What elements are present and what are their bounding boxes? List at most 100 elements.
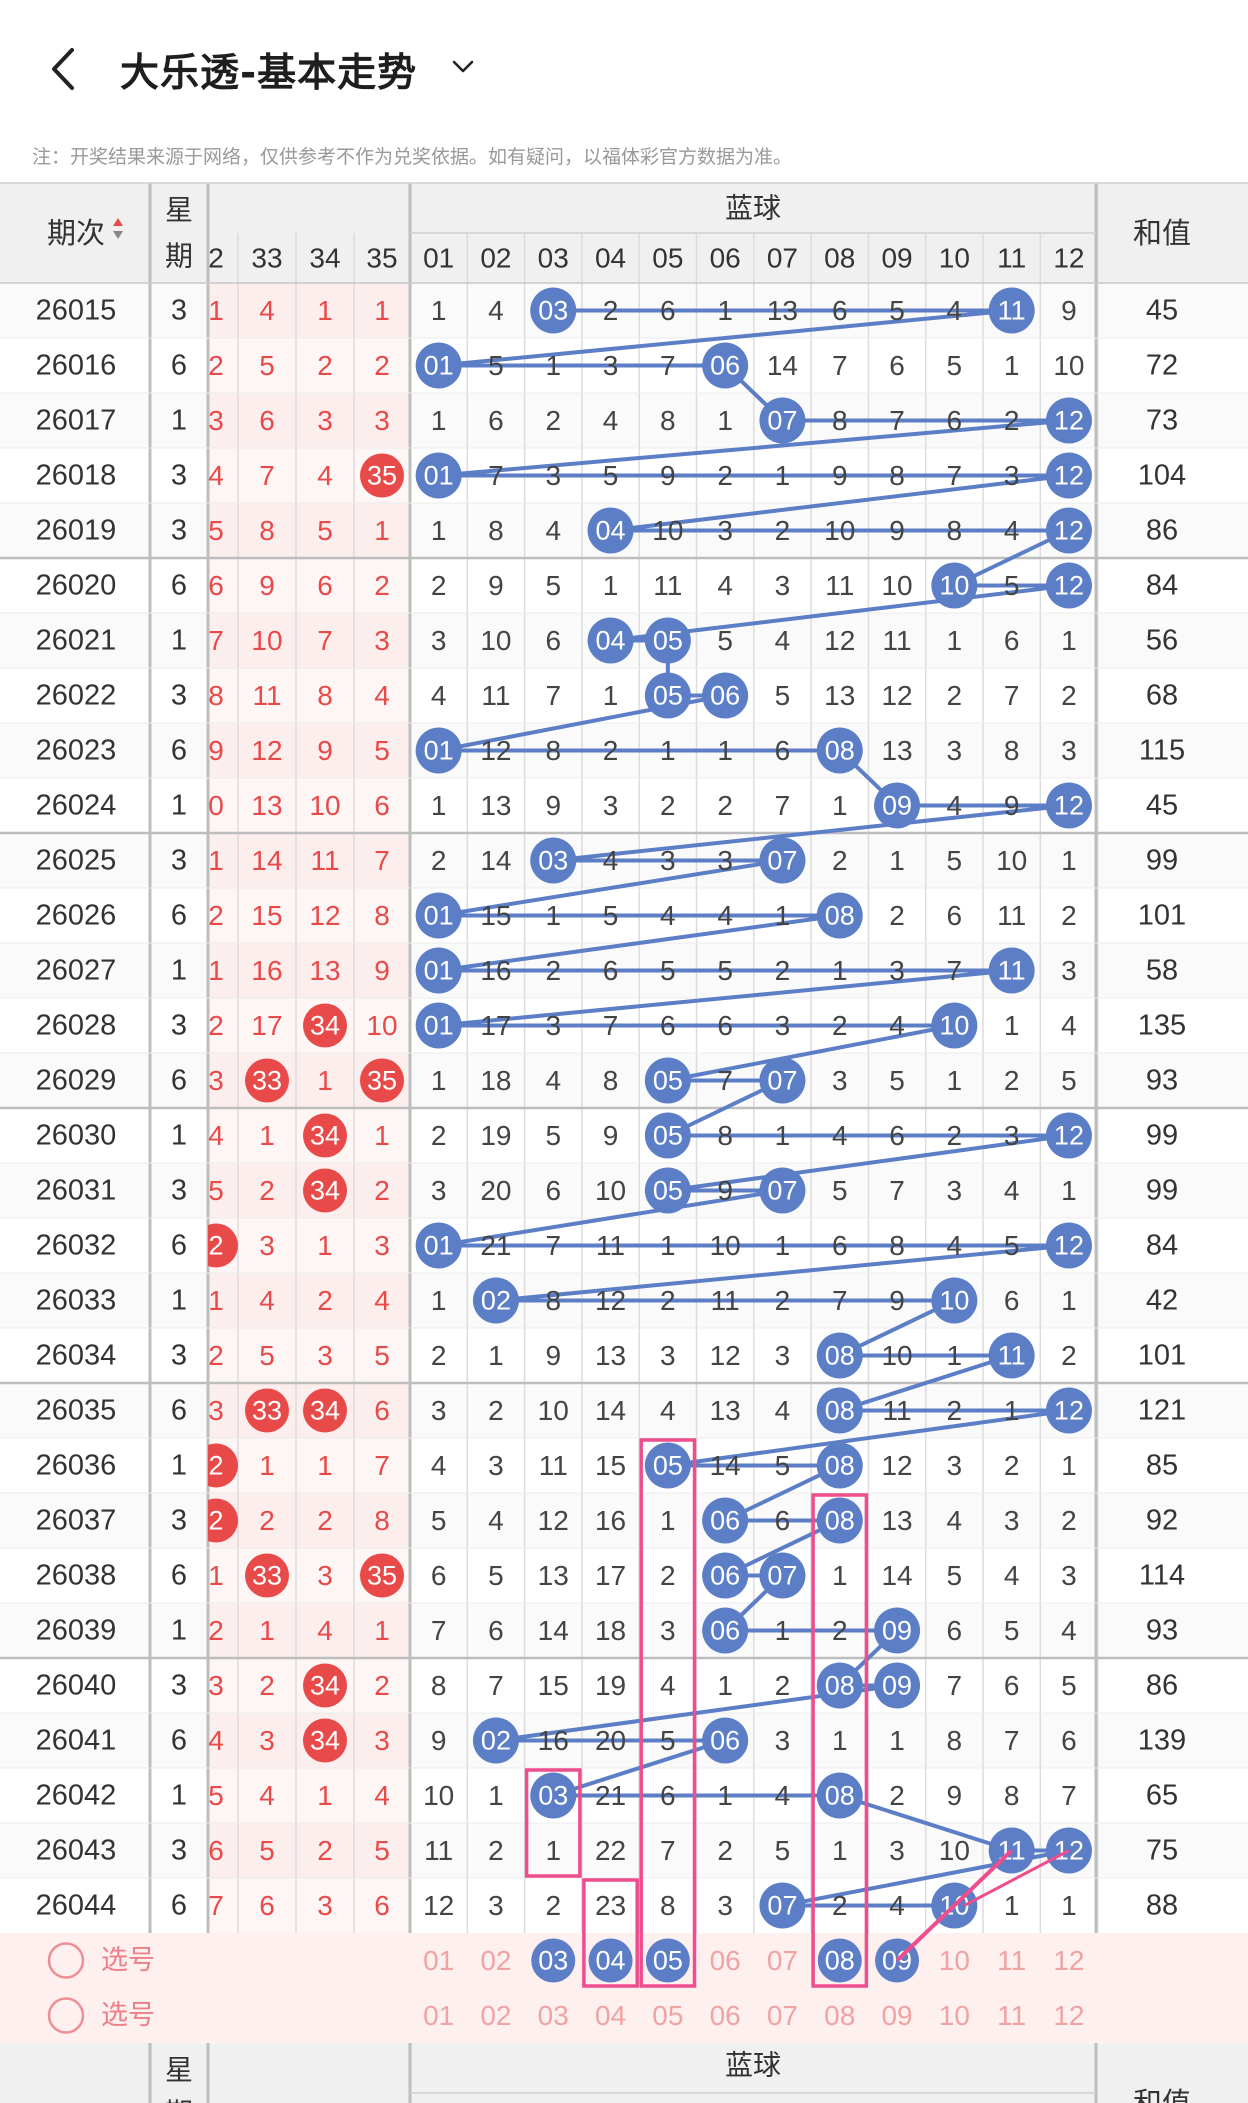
blue-miss-count: 3 <box>488 1450 504 1481</box>
blue-miss-count: 1 <box>832 1725 848 1756</box>
blue-miss-count: 10 <box>423 1780 454 1811</box>
red-ball <box>245 1388 289 1433</box>
issue-number: 26034 <box>36 1340 117 1372</box>
blue-ball-number: 08 <box>825 901 855 931</box>
sum-value: 101 <box>1138 1340 1186 1372</box>
blue-miss-count: 1 <box>431 295 447 326</box>
red-column-header: 2 <box>208 243 224 274</box>
issue-number: 26020 <box>36 570 117 602</box>
select-blue-number[interactable]: 05 <box>652 2000 683 2031</box>
red-miss-count: 1 <box>259 1120 275 1151</box>
select-blue-number[interactable]: 07 <box>767 2000 798 2031</box>
select-blue-number[interactable]: 10 <box>939 2000 970 2031</box>
blue-miss-count: 11 <box>711 1285 740 1316</box>
selected-blue-ball[interactable] <box>588 1938 633 1983</box>
red-miss-count: 6 <box>374 790 390 821</box>
issue-number: 26033 <box>36 1285 117 1317</box>
select-blue-number[interactable]: 04 <box>595 2000 626 2031</box>
blue-miss-count: 12 <box>881 1450 912 1481</box>
blue-ball-number: 01 <box>424 1231 454 1261</box>
select-blue-number[interactable]: 09 <box>881 2000 912 2031</box>
select-blue-number[interactable]: 06 <box>710 1945 741 1976</box>
select-blue-number[interactable]: 02 <box>480 1945 511 1976</box>
red-miss-count: 2 <box>374 1670 390 1701</box>
red-miss-count: 1 <box>317 1065 333 1096</box>
red-ball-number: 34 <box>310 1176 340 1206</box>
blue-miss-count: 1 <box>603 680 619 711</box>
sum-value: 101 <box>1138 900 1186 932</box>
select-blue-number[interactable]: 10 <box>939 1945 970 1976</box>
column-header-issue[interactable]: 期次 <box>47 216 105 250</box>
select-radio[interactable] <box>47 1942 85 1979</box>
blue-column-header: 11 <box>997 243 1026 274</box>
selected-blue-number[interactable]: 04 <box>596 1946 626 1976</box>
weekday: 1 <box>171 1285 187 1317</box>
red-miss-count: 2 <box>259 1175 275 1206</box>
blue-group-header: 蓝球 <box>725 192 781 225</box>
blue-ball <box>759 837 806 884</box>
trend-line <box>495 1243 1070 1303</box>
selected-blue-number[interactable]: 05 <box>653 1946 683 1976</box>
selected-blue-ball[interactable] <box>645 1938 690 1983</box>
weekday: 6 <box>171 350 187 382</box>
blue-ball-number: 07 <box>767 846 797 876</box>
red-column-header: 34 <box>309 243 340 274</box>
blue-miss-count: 2 <box>488 1395 504 1426</box>
red-zone-bg <box>208 1218 410 1273</box>
blue-miss-count: 4 <box>660 1395 676 1426</box>
select-blue-number[interactable]: 06 <box>710 2000 741 2031</box>
select-blue-number[interactable]: 07 <box>767 1945 798 1976</box>
blue-ball <box>644 1167 691 1214</box>
blue-ball-number: 08 <box>825 1506 855 1536</box>
blue-column-header: 07 <box>767 243 798 274</box>
select-blue-number[interactable]: 01 <box>423 2000 454 2031</box>
red-miss-count: 7 <box>374 1450 390 1481</box>
chevron-down-icon[interactable] <box>450 54 476 80</box>
blue-ball <box>702 672 749 719</box>
blue-miss-count: 3 <box>603 790 619 821</box>
select-blue-number[interactable]: 03 <box>538 2000 569 2031</box>
chevron-left-icon[interactable] <box>44 44 84 94</box>
select-blue-number[interactable]: 02 <box>480 2000 511 2031</box>
select-label[interactable]: 选号 <box>101 2000 155 2031</box>
red-ball-number: 33 <box>252 1066 282 1096</box>
blue-miss-count: 4 <box>775 625 791 656</box>
select-blue-number[interactable]: 08 <box>824 2000 855 2031</box>
selected-blue-ball[interactable] <box>817 1938 862 1983</box>
blue-miss-count: 6 <box>947 405 963 436</box>
select-blue-number[interactable]: 12 <box>1053 2000 1084 2031</box>
blue-ball-number: 04 <box>596 626 626 656</box>
select-label[interactable]: 选号 <box>101 1945 155 1976</box>
selected-blue-number[interactable]: 08 <box>825 1946 855 1976</box>
select-blue-number[interactable]: 11 <box>997 2000 1026 2031</box>
red-miss-count: 2 <box>208 1010 224 1041</box>
footer-issue: - <box>71 2088 80 2103</box>
blue-miss-count: 10 <box>595 1175 626 1206</box>
page-title[interactable]: 大乐透-基本走势 <box>120 51 418 96</box>
issue-number: 26023 <box>36 735 117 767</box>
sum-value: 86 <box>1146 515 1178 547</box>
blue-miss-count: 1 <box>889 1725 905 1756</box>
blue-miss-count: 9 <box>889 1285 905 1316</box>
blue-miss-count: 2 <box>1061 680 1077 711</box>
sort-desc-icon[interactable] <box>113 231 123 239</box>
selected-blue-ball[interactable] <box>531 1938 576 1983</box>
trend-line <box>438 913 841 973</box>
red-ball-number: 35 <box>367 1066 397 1096</box>
red-miss-count: 3 <box>317 1890 333 1921</box>
blue-miss-count: 4 <box>660 900 676 931</box>
sort-asc-icon[interactable] <box>113 218 123 226</box>
blue-miss-count: 4 <box>1004 1175 1020 1206</box>
select-blue-number[interactable]: 11 <box>997 1945 1026 1976</box>
blue-ball-number: 09 <box>882 1616 912 1646</box>
blue-miss-count: 13 <box>881 1505 912 1536</box>
column-header-week: 星 <box>165 194 193 227</box>
red-ball <box>303 1003 347 1048</box>
select-blue-number[interactable]: 01 <box>423 1945 454 1976</box>
select-blue-number[interactable]: 12 <box>1053 1945 1084 1976</box>
select-radio[interactable] <box>47 1997 85 2034</box>
blue-ball-number: 12 <box>1054 1396 1084 1426</box>
selected-blue-number[interactable]: 03 <box>538 1946 568 1976</box>
blue-miss-count: 5 <box>775 1835 791 1866</box>
blue-miss-count: 7 <box>660 1835 676 1866</box>
